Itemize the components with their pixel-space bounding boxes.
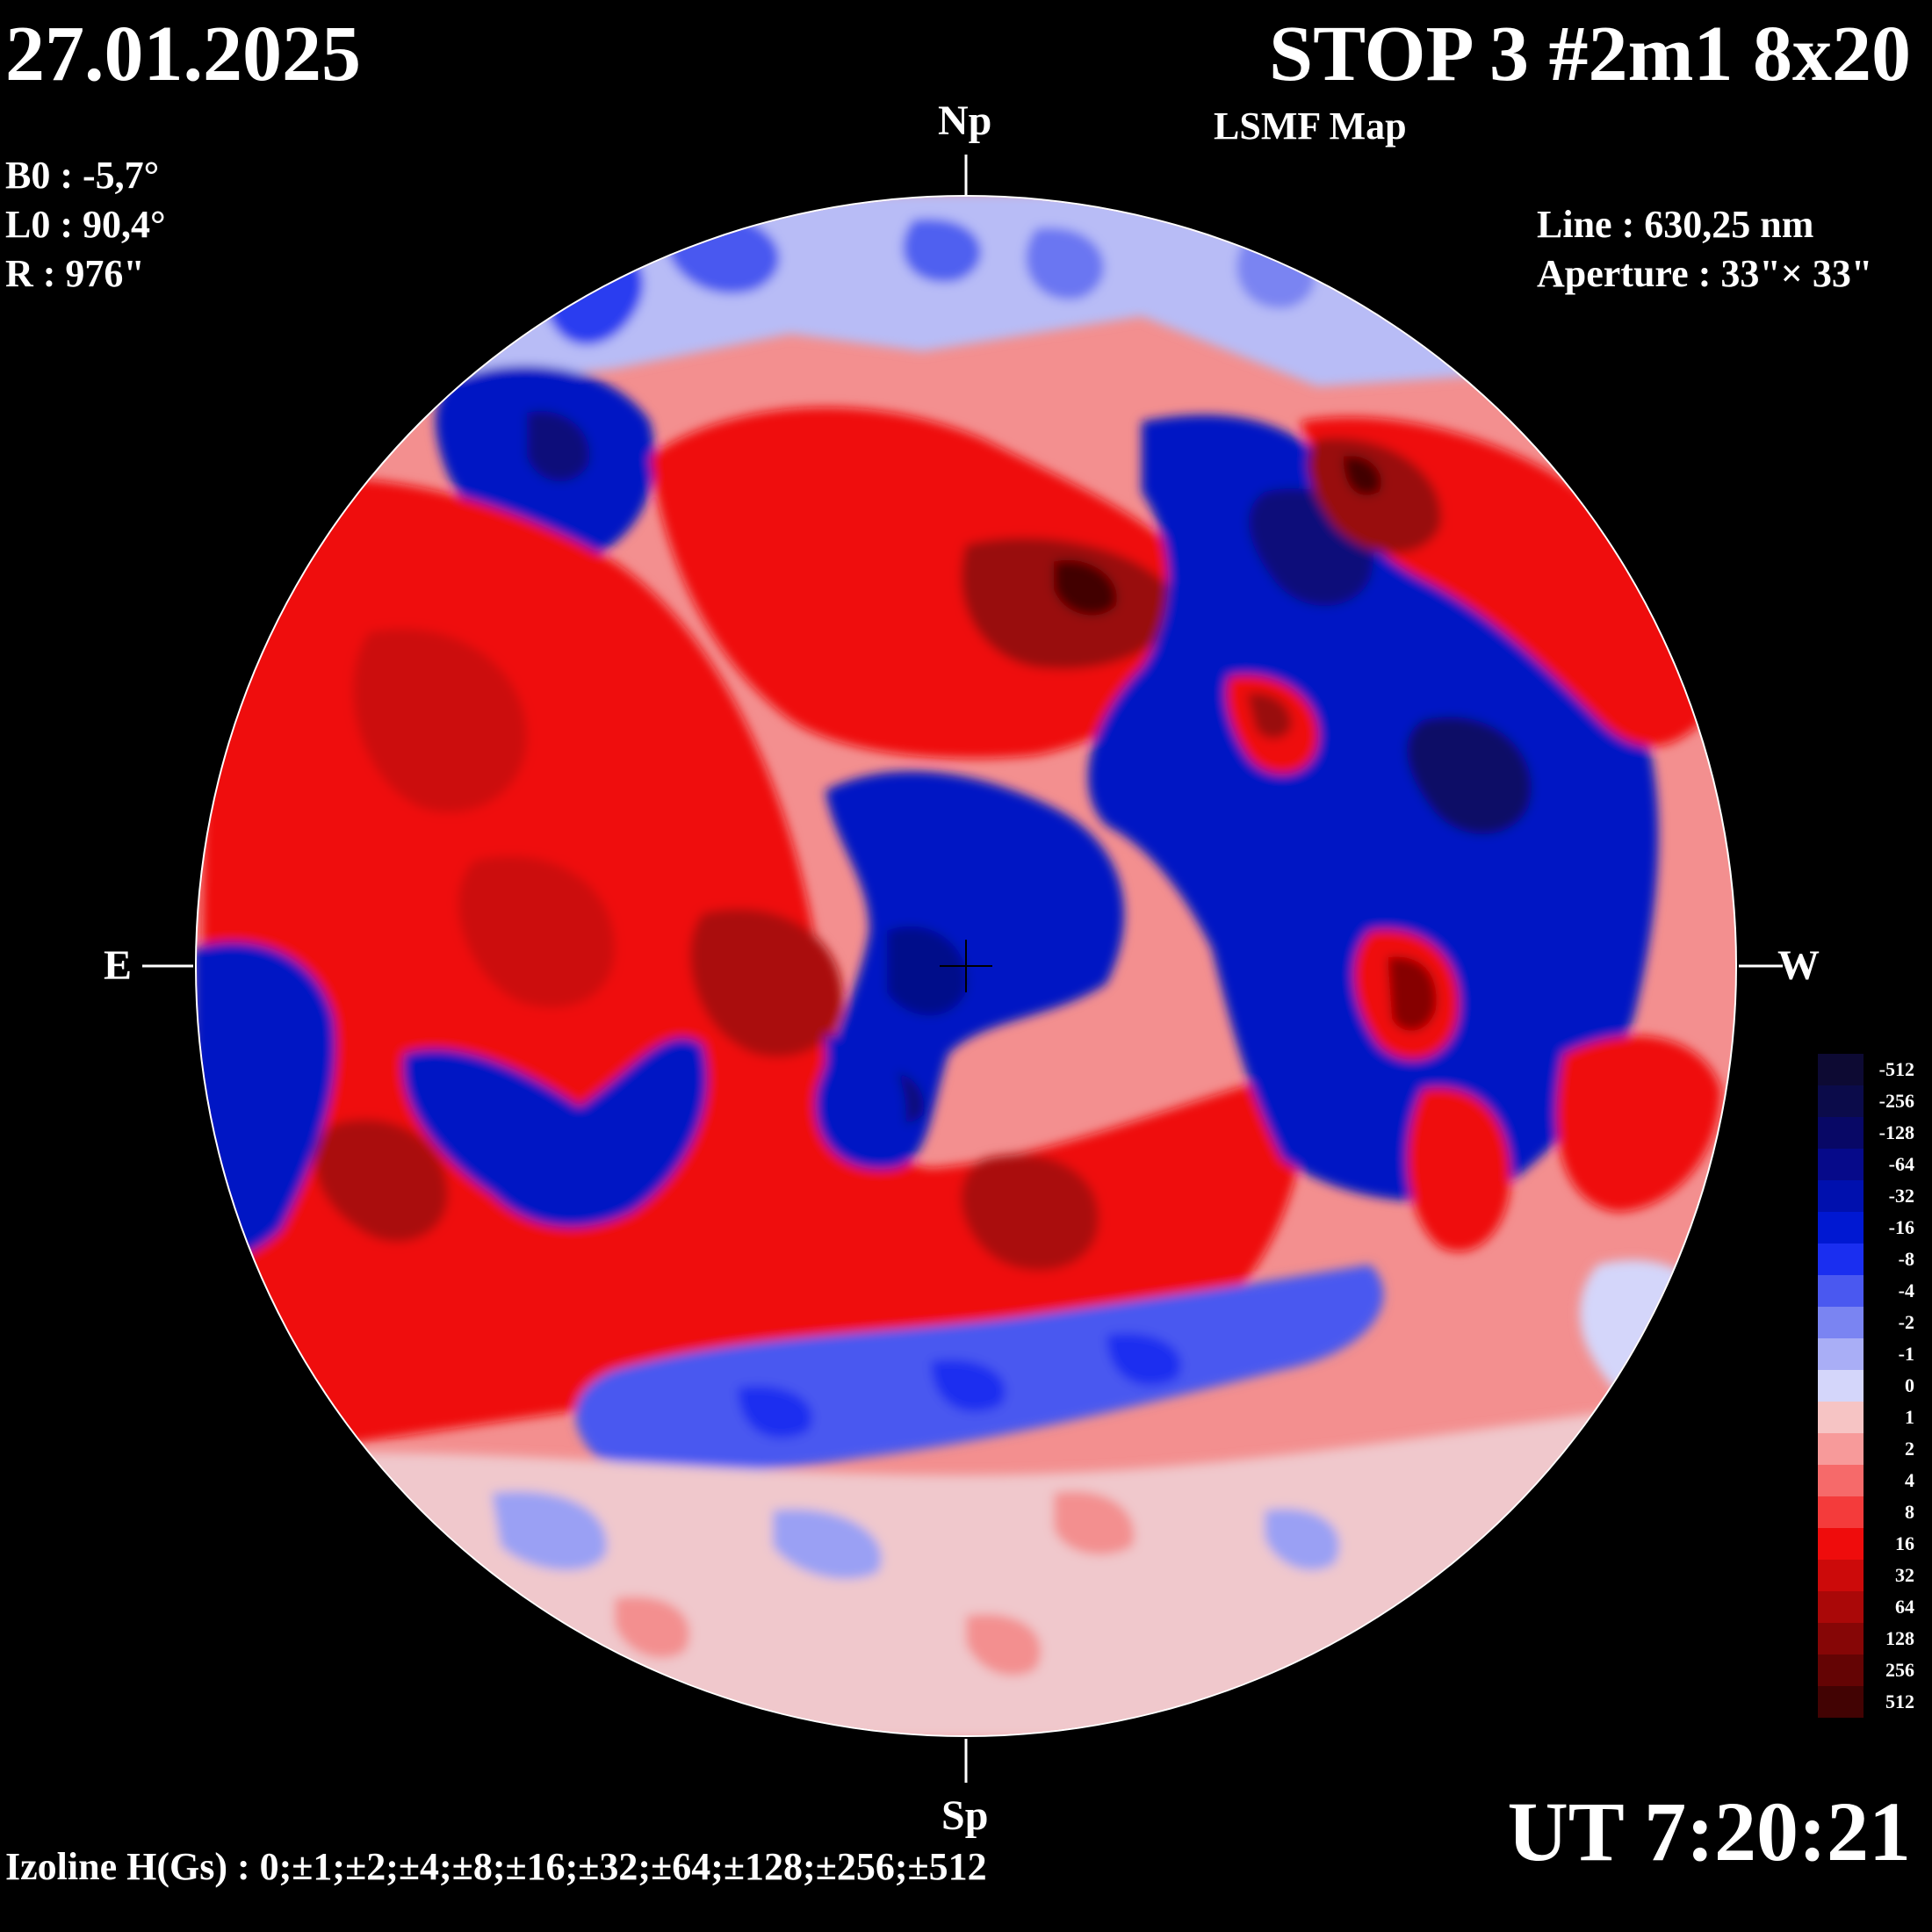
west-label: W	[1777, 942, 1820, 989]
legend-swatch	[1818, 1244, 1864, 1275]
legend-swatch	[1818, 1623, 1864, 1654]
aperture-label: Aperture : 33"× 33"	[1537, 252, 1873, 295]
legend-swatch	[1818, 1180, 1864, 1212]
legend-label: 16	[1895, 1532, 1914, 1554]
legend-swatch	[1818, 1149, 1864, 1180]
legend-entry: 64	[1818, 1591, 1914, 1623]
izoline-levels: Izoline H(Gs) : 0;±1;±2;±4;±8;±16;±32;±6…	[5, 1845, 987, 1888]
legend-entry: 256	[1818, 1654, 1914, 1686]
legend-entry: -2	[1818, 1307, 1914, 1338]
legend-label: -512	[1878, 1058, 1914, 1080]
ut-time: UT 7:20:21	[1507, 1784, 1911, 1878]
legend-label: 4	[1905, 1469, 1914, 1491]
legend-swatch	[1818, 1654, 1864, 1686]
east-label: E	[104, 942, 133, 989]
legend-swatch	[1818, 1433, 1864, 1465]
legend-label: -256	[1878, 1090, 1914, 1112]
legend-entry: 0	[1818, 1370, 1914, 1402]
legend-entry: -256	[1818, 1085, 1914, 1117]
legend-entry: 2	[1818, 1433, 1914, 1465]
legend-swatch	[1818, 1465, 1864, 1496]
legend-swatch	[1818, 1054, 1864, 1085]
legend-entry: -128	[1818, 1117, 1914, 1149]
param-r: R : 976"	[5, 252, 145, 295]
legend-entry: 32	[1818, 1560, 1914, 1591]
legend-swatch	[1818, 1117, 1864, 1149]
legend-label: -4	[1898, 1280, 1914, 1301]
param-b0: B0 : -5,7°	[5, 154, 160, 197]
legend-swatch	[1818, 1560, 1864, 1591]
legend-label: 64	[1895, 1596, 1914, 1618]
legend-swatch	[1818, 1085, 1864, 1117]
legend-swatch	[1818, 1591, 1864, 1623]
legend-entry: -512	[1818, 1054, 1914, 1085]
legend-swatch	[1818, 1212, 1864, 1244]
legend-swatch	[1818, 1307, 1864, 1338]
legend-label: 8	[1905, 1501, 1914, 1523]
legend-entry: 128	[1818, 1623, 1914, 1654]
legend-label: 512	[1885, 1690, 1914, 1712]
map-title: STOP 3 #2m1 8x20	[1269, 11, 1911, 97]
legend-entry: 512	[1818, 1686, 1914, 1718]
legend-entry: -4	[1818, 1275, 1914, 1307]
legend-label: 128	[1885, 1627, 1914, 1649]
legend-swatch	[1818, 1686, 1864, 1718]
color-legend: -512 -256 -128 -64 -32 -16 -8 -4 -2 -1 0 1 2 4 8 16 32 64…	[1818, 1054, 1914, 1718]
legend-swatch	[1818, 1496, 1864, 1528]
legend-swatch	[1818, 1402, 1864, 1433]
legend-entry: 4	[1818, 1465, 1914, 1496]
date-label: 27.01.2025	[5, 11, 361, 97]
south-pole-label: Sp	[941, 1792, 989, 1839]
legend-label: -32	[1888, 1185, 1914, 1207]
legend-label: 0	[1905, 1374, 1914, 1396]
legend-label: 2	[1905, 1438, 1914, 1460]
legend-entry: 1	[1818, 1402, 1914, 1433]
legend-swatch	[1818, 1275, 1864, 1307]
legend-entry: -8	[1818, 1244, 1914, 1275]
legend-label: -8	[1898, 1248, 1914, 1270]
legend-label: 256	[1885, 1659, 1914, 1681]
legend-label: 32	[1895, 1564, 1914, 1586]
legend-swatch	[1818, 1370, 1864, 1402]
legend-entry: -32	[1818, 1180, 1914, 1212]
param-l0: L0 : 90,4°	[5, 203, 166, 246]
legend-label: -64	[1888, 1153, 1914, 1175]
legend-label: -16	[1888, 1216, 1914, 1238]
legend-entry: 16	[1818, 1528, 1914, 1560]
line-label: Line : 630,25 nm	[1537, 203, 1814, 246]
north-pole-label: Np	[938, 97, 992, 144]
legend-entry: -1	[1818, 1338, 1914, 1370]
map-subtitle: LSMF Map	[1214, 105, 1407, 148]
center-crosshair	[940, 940, 992, 992]
legend-entry: -16	[1818, 1212, 1914, 1244]
legend-label: -1	[1898, 1343, 1914, 1365]
legend-entry: 8	[1818, 1496, 1914, 1528]
legend-swatch	[1818, 1528, 1864, 1560]
legend-label: -128	[1878, 1121, 1914, 1143]
legend-label: -2	[1898, 1311, 1914, 1333]
legend-entry: -64	[1818, 1149, 1914, 1180]
legend-swatch	[1818, 1338, 1864, 1370]
legend-label: 1	[1905, 1406, 1914, 1428]
